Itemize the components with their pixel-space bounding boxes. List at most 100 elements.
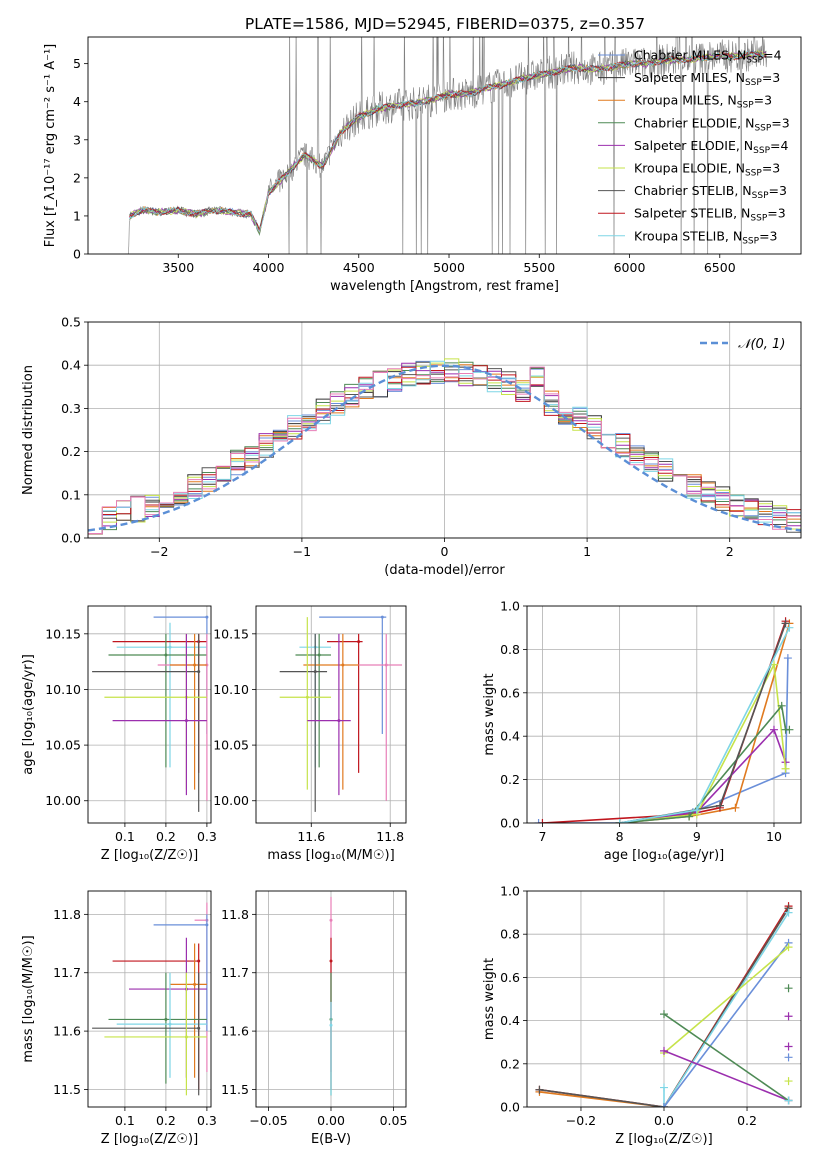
legend-label-kroupa_elodie: Kroupa ELODIE, NSSP=3 [634,161,780,179]
point-kroupa_stelib [168,645,172,649]
x-axis-label: E(B-V) [311,1132,351,1147]
legend-label-gaussian: 𝒩(0, 1) [738,337,785,352]
x-tick-label: −0.05 [249,1113,287,1128]
series-marker-kroupa_miles [731,803,740,812]
point-chabrier_elodie [164,1017,168,1021]
axes-frame [526,890,802,1108]
y-tick-label: 0.6 [500,970,520,985]
y-tick-label: 5 [73,56,81,71]
point-kroupa_miles [341,663,345,667]
series-marker-chabrier_elodie [660,1010,668,1019]
series-marker-chabrier_stelib [781,619,790,628]
axes-age_vs_Z: 0.1 0.2 0.3 10.00 10.05 10.10 10.15 Z [log₁₀(Z/… [21,605,217,863]
y-tick-label: 4 [73,94,81,109]
plot-area-residuals [88,322,801,538]
axes-frame [87,890,212,1108]
point-chabrier_stelib [197,1026,201,1030]
series-line-salpeter_elodie [619,728,787,823]
point-salpeter_elodie [337,719,341,723]
y-tick-label: 0.1 [61,487,81,502]
x-tick-label: 9 [693,829,701,844]
point-salpeter_stelib [357,640,361,644]
x-tick-label: 0 [441,544,449,559]
y-tick-label: 11.8 [221,907,249,922]
y-tick-label: 0.2 [61,444,81,459]
extra-marker-kroupa_elodie [784,1077,793,1086]
x-axis-label: (data-model)/error [384,563,505,578]
y-tick-label: 10.15 [45,626,81,641]
x-tick-label: −2 [150,544,168,559]
x-tick-label: 3500 [162,260,194,275]
axes-frame [255,890,407,1108]
x-axis-label: Z [log₁₀(Z/Z☉)] [615,1132,712,1147]
x-axis-label: mass [log₁₀(M/M☉)] [267,848,394,863]
x-tick-label: 4000 [253,260,285,275]
legend-label-salpeter_miles: Salpeter MILES, NSSP=3 [634,70,780,88]
point-kroupa_elodie [184,1035,188,1039]
point-pink [384,663,388,667]
y-tick-label: 11.8 [53,907,81,922]
axes-frame [526,605,802,824]
axes-mass_vs_ebv: −0.05 0.00 0.05 11.5 11.6 11.7 11.8 E(B-V) [221,890,408,1147]
x-tick-label: 0.3 [197,1113,217,1128]
point-salpeter_stelib [329,959,333,963]
y-tick-label: 10.00 [45,793,81,808]
x-tick-label: 11.8 [376,829,404,844]
axes-frame [87,36,802,255]
x-tick-label: −1 [293,544,311,559]
y-tick-label: 10.15 [213,626,249,641]
x-tick-label: 11.6 [297,829,325,844]
axes-frame [255,605,407,824]
y-tick-label: 3 [73,132,81,147]
legend-label-kroupa_miles: Kroupa MILES, NSSP=3 [634,93,772,111]
series-line-kroupa_stelib [663,912,790,1107]
gaussian-reference-line [88,364,801,532]
extra-marker-chabrier_elodie [784,984,793,993]
legend-label-chabrier_stelib: Chabrier STELIB, NSSP=3 [634,183,787,201]
point-kroupa_stelib [168,1022,172,1026]
extra-marker-salpeter_elodie [784,1042,793,1051]
plot-area-age_vs_mass [256,606,406,823]
extra-marker-chabrier_miles [784,1053,793,1062]
point-chabrier_stelib [313,670,317,674]
y-axis-label: age [log₁₀(age/yr)] [21,654,36,775]
y-axis-label: mass weight [482,958,497,1040]
x-tick-label: 4500 [343,260,375,275]
point-salpeter_elodie [184,719,188,723]
point-chabrier_stelib [197,670,201,674]
x-tick-label: 0.05 [380,1113,408,1128]
series-marker-chabrier_stelib [715,801,724,810]
plot-area-mass_vs_Z [88,891,211,1107]
x-tick-label: 0.2 [156,1113,176,1128]
axes-massweight_vs_Z: −0.2 0.0 0.2 0.0 0.2 0.4 0.6 0.8 1.0 Z [log₁₀(Z/Z… [482,884,802,1147]
x-tick-label: 0.2 [156,829,176,844]
x-tick-label: 0.0 [654,1113,674,1128]
point-kroupa_elodie [305,695,309,699]
series-marker-salpeter_elodie [660,1046,668,1055]
plot-area-mass_vs_ebv [256,891,406,1107]
plot-area-massweight_vs_Z [527,891,801,1107]
extra-marker-kroupa_stelib [784,1096,793,1105]
x-tick-label: 0.1 [115,1113,135,1128]
model-line-kroupa_stelib [129,51,767,233]
x-tick-label: 6500 [704,260,736,275]
x-tick-label: 6000 [614,260,646,275]
point-chabrier_elodie [164,653,168,657]
series-marker-kroupa_stelib [692,805,701,814]
y-tick-label: 10.10 [45,682,81,697]
y-tick-label: 2 [73,170,81,185]
y-axis-label: Flux [f_λ10⁻¹⁷ erg cm⁻² s⁻¹ A⁻¹] [43,44,58,248]
point-pink [329,918,333,922]
series-marker-kroupa_stelib [660,1083,668,1092]
x-tick-label: 8 [616,829,624,844]
y-tick-label: 10.10 [213,682,249,697]
y-tick-label: 0 [73,247,81,262]
y-tick-label: 0.0 [500,816,520,831]
y-tick-label: 0.4 [500,729,520,744]
x-tick-label: 5000 [433,260,465,275]
plot-area-massweight_vs_age [527,606,801,823]
y-tick-label: 0.8 [500,927,520,942]
series-marker-chabrier_miles [783,654,792,663]
x-axis-label: Z [log₁₀(Z/Z☉)] [101,848,198,863]
